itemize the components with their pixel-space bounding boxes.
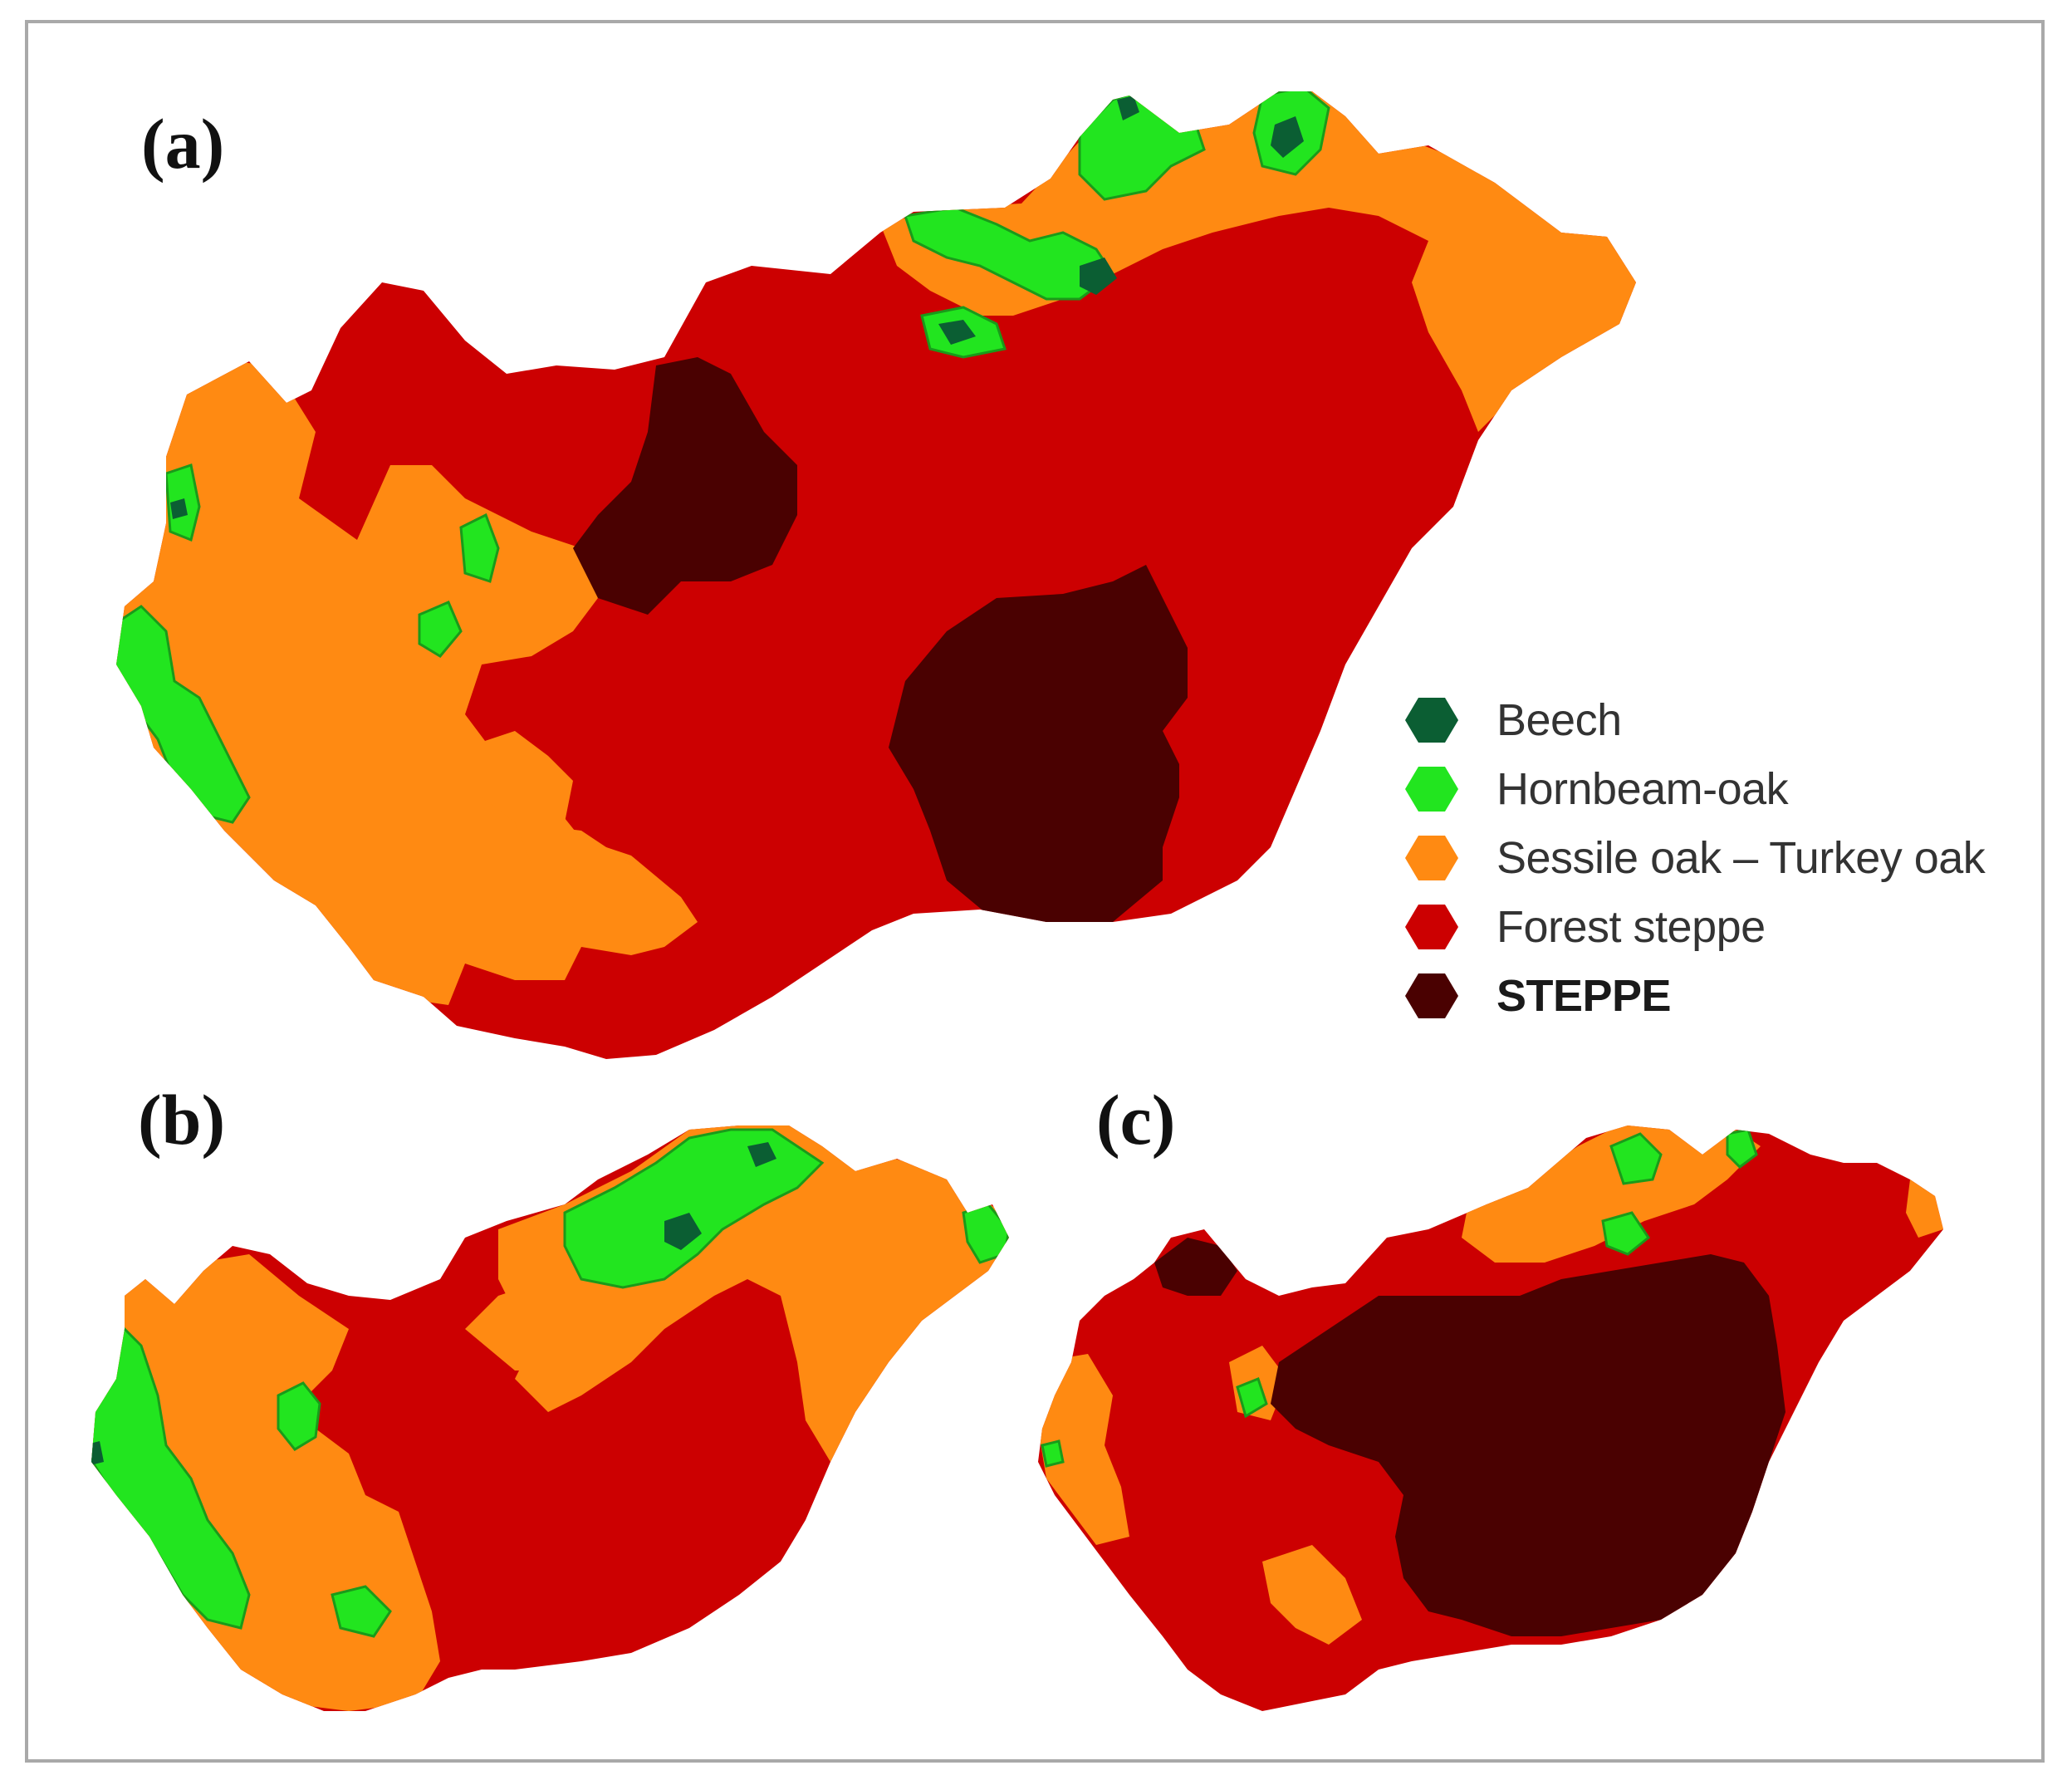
map-b-beech-north [664, 1213, 702, 1250]
hornbeam-oak-swatch-icon [1403, 764, 1460, 814]
legend-label-beech: Beech [1496, 694, 1622, 745]
legend-item-sessile-turkey-oak: Sessile oak – Turkey oak [1403, 823, 1986, 892]
map-a-steppe-north [573, 357, 797, 615]
panel-label-c: (c) [1096, 1080, 1176, 1160]
panel-label-a: (a) [141, 104, 225, 184]
map-a-sessile-patch [465, 731, 573, 822]
legend-item-hornbeam-oak: Hornbeam-oak [1403, 754, 1985, 823]
map-b-beech-north2 [747, 1142, 776, 1167]
legend-label-sessile-turkey-oak: Sessile oak – Turkey oak [1496, 832, 1986, 883]
steppe-swatch-shape [1405, 973, 1458, 1018]
map-c-sessile-south [1262, 1545, 1362, 1645]
map-a-hornbeam-west4 [418, 601, 463, 658]
legend-item-forest-steppe: Forest steppe [1403, 892, 1985, 961]
map-a-hornbeam-west3 [459, 512, 500, 583]
legend-label-forest-steppe: Forest steppe [1496, 901, 1766, 952]
map-c-sessile-north [1462, 1125, 1761, 1263]
map-a-beech-north2 [1271, 116, 1304, 158]
map-c-steppe-nw [1154, 1238, 1237, 1296]
map-c-hornbeam-north [1609, 1132, 1663, 1185]
sessile-turkey-oak-swatch-icon [1403, 833, 1460, 883]
map-b-beech-west [91, 1441, 104, 1466]
legend-label-hornbeam-oak: Hornbeam-oak [1496, 763, 1789, 814]
forest-steppe-swatch-shape [1405, 904, 1458, 949]
beech-swatch-icon [1403, 695, 1460, 745]
map-a-sessile-patch2 [515, 822, 648, 922]
map-a-beech-west [170, 498, 188, 519]
map-c-hornbeam-west [1236, 1377, 1268, 1419]
map-c-hornbeam-north2 [1601, 1211, 1651, 1256]
legend-item-steppe: STEPPE [1403, 961, 1985, 1030]
map-c-steppe-main [1271, 1254, 1785, 1636]
map-a-sessile-north [880, 91, 1636, 432]
legend-item-beech: Beech [1403, 685, 1985, 754]
map-b-hornbeam-south [331, 1585, 392, 1638]
hornbeam-oak-swatch-shape [1405, 766, 1458, 812]
panel-label-b: (b) [138, 1080, 226, 1160]
map-c-hornbeam-west2 [1041, 1439, 1065, 1468]
map-a-beech-north4 [938, 320, 976, 345]
map-b-hornbeam-north [563, 1128, 825, 1289]
map-a-steppe-plain [889, 565, 1188, 922]
map-b [91, 1125, 1009, 1711]
legend-label-steppe: STEPPE [1496, 970, 1672, 1021]
forest-steppe-swatch-icon [1403, 902, 1460, 952]
beech-swatch-shape [1405, 697, 1458, 743]
map-c [1038, 1125, 1943, 1711]
steppe-swatch-icon [1403, 971, 1460, 1021]
map-c-sessile-west [1038, 1354, 1129, 1545]
legend: Beech Hornbeam-oak Sessile oak – Turkey … [1403, 685, 1986, 1030]
sessile-turkey-oak-swatch-shape [1405, 835, 1458, 880]
map-a-beech-north3 [1117, 96, 1139, 120]
map-a-beech-north1 [1080, 257, 1117, 295]
map-b-hornbeam-mid [277, 1381, 321, 1451]
